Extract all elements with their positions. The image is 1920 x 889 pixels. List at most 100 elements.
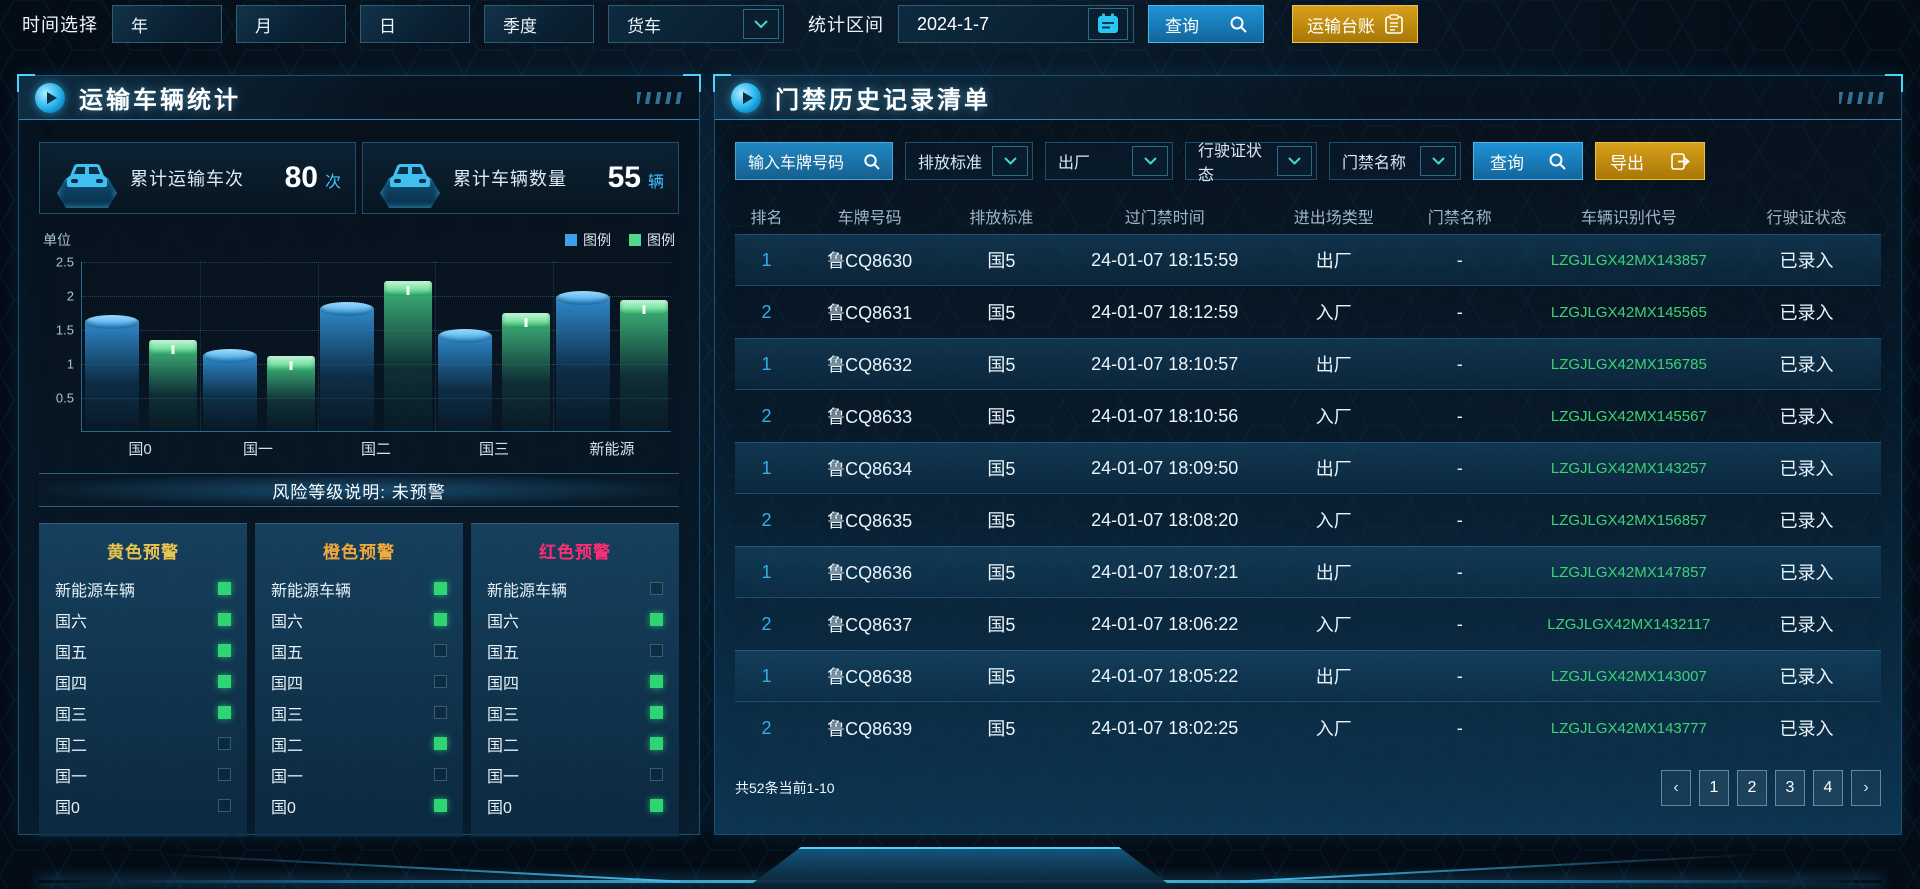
table-row[interactable]: 1 鲁CQ8632 国5 24-01-07 18:10:57 出厂 - LZGJLGX42M… (735, 338, 1881, 390)
bar-chart: 0.5 1 1.5 2 2.5 (56, 255, 671, 432)
warning-checkbox[interactable] (218, 768, 231, 781)
warning-title: 橙色预警 (323, 543, 395, 562)
warning-checkbox[interactable] (434, 737, 447, 750)
warning-checkbox[interactable] (218, 706, 231, 719)
warning-item: 国二 (55, 728, 231, 759)
topbar-query-button[interactable]: 查询 (1148, 5, 1264, 43)
page-button-3[interactable]: 3 (1775, 770, 1805, 806)
date-input[interactable]: 2024-1-7 (898, 5, 1134, 43)
bar-series1 (202, 349, 257, 431)
warning-checkbox[interactable] (218, 644, 231, 657)
bar-cap (556, 291, 611, 306)
table-row[interactable]: 2 鲁CQ8635 国5 24-01-07 18:08:20 入厂 - LZGJLGX42M… (735, 494, 1881, 546)
warning-checkbox[interactable] (650, 613, 663, 626)
warning-checkbox[interactable] (218, 613, 231, 626)
emission-standard-select[interactable]: 排放标准 (905, 142, 1033, 180)
warning-checkbox[interactable] (650, 799, 663, 812)
cell-gate-name: - (1456, 353, 1463, 374)
license-status-select[interactable]: 行驶证状态 (1185, 142, 1317, 184)
table-row[interactable]: 2 鲁CQ8633 国5 24-01-07 18:10:56 入厂 - LZGJLGX42M… (735, 390, 1881, 442)
warning-item: 新能源车辆 (271, 573, 447, 604)
x-axis-label: 国二 (360, 441, 391, 458)
warning-item: 国二 (271, 728, 447, 759)
legend-item[interactable]: 图例 (565, 230, 611, 250)
bar-series1 (320, 301, 375, 431)
warning-checkbox[interactable] (218, 799, 231, 812)
legend-item[interactable]: 图例 (629, 230, 675, 250)
warning-checkbox[interactable] (434, 613, 447, 626)
cell-license-status: 已录入 (1779, 667, 1834, 687)
warning-checkbox[interactable] (650, 706, 663, 719)
warning-checkbox[interactable] (434, 675, 447, 688)
table-row[interactable]: 1 鲁CQ8630 国5 24-01-07 18:15:59 出厂 - LZGJLGX42M… (735, 234, 1881, 286)
warning-checkbox[interactable] (434, 706, 447, 719)
bar-series2 (620, 299, 669, 431)
cell-plate: 鲁CQ8632 (827, 355, 913, 375)
stat-unit: 次 (324, 174, 341, 191)
y-axis-tick: 2.5 (55, 254, 74, 270)
table-row[interactable]: 2 鲁CQ8631 国5 24-01-07 18:12:59 入厂 - LZGJLGX42M… (735, 286, 1881, 338)
table-row[interactable]: 1 鲁CQ8634 国5 24-01-07 18:09:50 出厂 - LZGJLGX42M… (735, 442, 1881, 494)
cell-plate: 鲁CQ8631 (827, 303, 913, 323)
direction-select[interactable]: 出厂 (1045, 142, 1173, 180)
record-count-summary: 共52条当前1-10 (735, 780, 835, 796)
car-icon (377, 148, 443, 208)
left-panel-header: 运输车辆统计 (19, 76, 699, 120)
cell-direction: 入厂 (1315, 303, 1352, 323)
chevron-down-icon (743, 9, 779, 39)
warning-checkbox[interactable] (650, 675, 663, 688)
calendar-icon[interactable] (1088, 8, 1128, 40)
period-button-日[interactable]: 日 (360, 5, 470, 43)
cell-direction: 入厂 (1315, 615, 1352, 635)
page-button-2[interactable]: 2 (1737, 770, 1767, 806)
warning-item-label: 国五 (487, 644, 520, 662)
bar-group (82, 262, 200, 431)
cell-rank: 2 (761, 509, 772, 530)
warning-item-label: 国一 (271, 768, 304, 786)
warning-checkbox[interactable] (218, 582, 231, 595)
plate-search-input[interactable]: 输入车牌号码 (735, 142, 893, 180)
warning-checkbox[interactable] (434, 768, 447, 781)
table-row[interactable]: 2 鲁CQ8639 国5 24-01-07 18:02:25 入厂 - LZGJLGX42M… (735, 702, 1881, 754)
prev-page-button[interactable]: ‹ (1661, 770, 1691, 806)
table-row[interactable]: 1 鲁CQ8636 国5 24-01-07 18:07:21 出厂 - LZGJLGX42M… (735, 546, 1881, 598)
bar-cap (384, 281, 433, 297)
table-row[interactable]: 2 鲁CQ8637 国5 24-01-07 18:06:22 入厂 - LZGJLGX42M… (735, 598, 1881, 650)
warning-checkbox[interactable] (434, 644, 447, 657)
period-button-月[interactable]: 月 (236, 5, 346, 43)
warning-checkbox[interactable] (434, 582, 447, 595)
gate-name-select[interactable]: 门禁名称 (1329, 142, 1461, 180)
warning-item-label: 国0 (271, 799, 296, 817)
warning-checkbox[interactable] (650, 737, 663, 750)
cell-plate: 鲁CQ8637 (827, 615, 913, 635)
warning-checkbox[interactable] (434, 799, 447, 812)
stat-unit: 辆 (647, 174, 664, 191)
period-button-年[interactable]: 年 (112, 5, 222, 43)
warning-column: 橙色预警 新能源车辆 国六 国五 国四 国三 国二 国一 国0 (255, 523, 463, 837)
period-button-季度[interactable]: 季度 (484, 5, 594, 43)
warning-checkbox[interactable] (218, 675, 231, 688)
bar-series2 (384, 281, 433, 431)
warning-checkbox[interactable] (218, 737, 231, 750)
x-axis-labels: 国0 国一 国二 国三 新能源 (81, 438, 671, 459)
page-button-1[interactable]: 1 (1699, 770, 1729, 806)
vehicle-type-select[interactable]: 货车 (608, 5, 784, 43)
bar-series2 (148, 340, 197, 431)
cell-gate-name: - (1456, 249, 1463, 270)
warning-item-label: 国一 (487, 768, 520, 786)
transport-ledger-button[interactable]: 运输台账 (1292, 5, 1418, 43)
legend-label: 图例 (583, 232, 611, 248)
ledger-label: 运输台账 (1307, 16, 1375, 36)
bar-series1 (556, 291, 611, 431)
warning-checkbox[interactable] (650, 768, 663, 781)
warning-checkbox[interactable] (650, 644, 663, 657)
next-page-button[interactable]: › (1851, 770, 1881, 806)
cell-gate-name: - (1456, 613, 1463, 634)
warning-checkbox[interactable] (650, 582, 663, 595)
table-row[interactable]: 1 鲁CQ8638 国5 24-01-07 18:05:22 出厂 - LZGJLGX42M… (735, 650, 1881, 702)
export-button[interactable]: 导出 (1595, 142, 1705, 180)
cell-plate: 鲁CQ8639 (827, 719, 913, 739)
x-axis-label: 国0 (128, 441, 152, 458)
filter-query-button[interactable]: 查询 (1473, 142, 1583, 180)
page-button-4[interactable]: 4 (1813, 770, 1843, 806)
